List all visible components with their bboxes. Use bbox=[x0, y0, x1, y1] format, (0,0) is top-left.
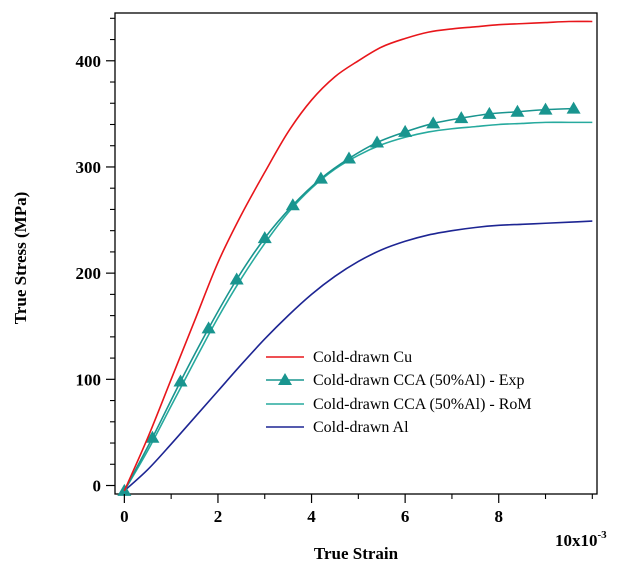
data-point-marker bbox=[510, 104, 525, 117]
data-point-marker bbox=[566, 101, 581, 114]
legend-label-cca-exp: Cold-drawn CCA (50%Al) - Exp bbox=[313, 372, 525, 389]
x-tick-label: 4 bbox=[307, 507, 316, 526]
y-tick-label: 0 bbox=[93, 477, 102, 496]
legend-label-cca-rom: Cold-drawn CCA (50%Al) - RoM bbox=[313, 396, 532, 413]
data-point-marker bbox=[426, 116, 441, 129]
legend-swatch-cca-exp-marker bbox=[278, 373, 292, 385]
x-tick-label: 0 bbox=[120, 507, 129, 526]
data-point-marker bbox=[341, 151, 356, 164]
y-axis-title: True Stress (MPa) bbox=[11, 192, 30, 325]
data-point-marker bbox=[370, 135, 385, 148]
axis-layer: 0 2 4 6 8 0 100 200 300 400 bbox=[76, 17, 593, 526]
x-tick-label: 2 bbox=[214, 507, 223, 526]
data-point-marker bbox=[145, 430, 160, 443]
x-tick-label: 8 bbox=[494, 507, 503, 526]
plot-frame bbox=[114, 12, 598, 495]
data-point-marker bbox=[173, 374, 188, 387]
legend-label-cu: Cold-drawn Cu bbox=[313, 349, 412, 366]
plot-border bbox=[114, 12, 598, 495]
data-point-marker bbox=[482, 106, 497, 119]
series-line-3 bbox=[123, 220, 593, 492]
x-axis-multiplier-base: 10x10 bbox=[555, 531, 598, 550]
x-tick-label: 6 bbox=[401, 507, 410, 526]
data-point-marker bbox=[201, 321, 216, 334]
series-line-2 bbox=[123, 121, 593, 492]
data-point-marker bbox=[454, 111, 469, 124]
x-axis-multiplier-exponent: -3 bbox=[598, 529, 608, 541]
x-axis-multiplier: 10x10-3 bbox=[555, 529, 607, 550]
data-point-marker bbox=[313, 171, 328, 184]
series-layer bbox=[117, 20, 593, 496]
y-tick-label: 200 bbox=[76, 264, 102, 283]
x-axis-title: True Strain bbox=[314, 544, 399, 563]
data-point-marker bbox=[229, 272, 244, 285]
legend-label-al: Cold-drawn Al bbox=[313, 419, 409, 436]
data-point-marker bbox=[398, 124, 413, 137]
y-tick-label: 300 bbox=[76, 158, 102, 177]
data-point-marker bbox=[285, 198, 300, 211]
data-point-marker bbox=[257, 231, 272, 244]
y-tick-label: 400 bbox=[76, 52, 102, 71]
y-tick-label: 100 bbox=[76, 370, 102, 389]
series-line-0 bbox=[123, 20, 593, 492]
legend: Cold-drawn Cu Cold-drawn CCA (50%Al) - E… bbox=[266, 349, 532, 436]
data-point-marker bbox=[538, 102, 553, 115]
